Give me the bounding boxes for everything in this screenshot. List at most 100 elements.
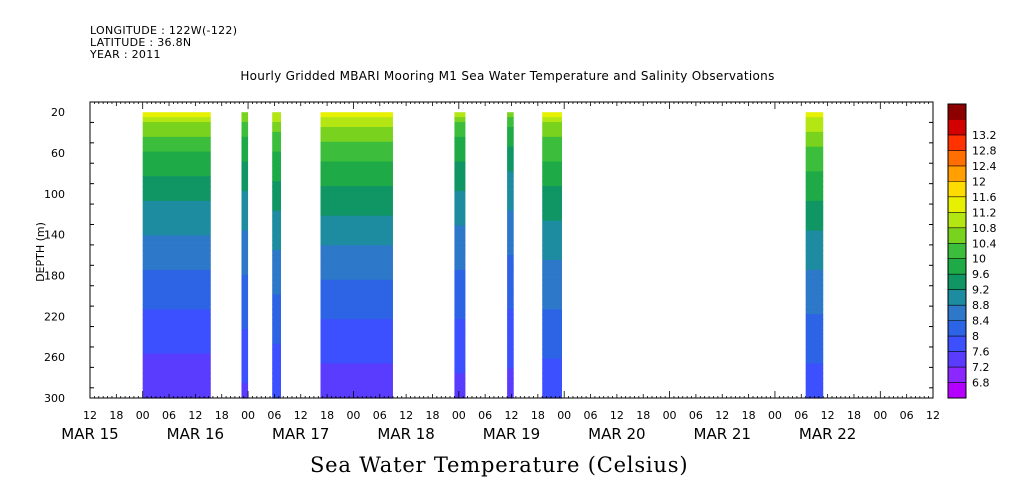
temperature-cell (272, 220, 281, 227)
temperature-cell (320, 314, 393, 320)
temperature-cell (454, 373, 466, 379)
temperature-cell (241, 383, 249, 389)
temperature-cell (272, 146, 281, 153)
y-tick-label: 60 (51, 147, 65, 160)
temperature-cell (241, 314, 249, 320)
x-hour-label: 00 (346, 409, 360, 422)
temperature-cell (320, 186, 393, 192)
temperature-cell (241, 324, 249, 330)
temperature-cell (507, 195, 514, 202)
temperature-cell (142, 245, 211, 251)
temperature-cell (142, 136, 211, 143)
temperature-cell (142, 171, 211, 177)
temperature-cell (272, 136, 281, 143)
temperature-cell (142, 378, 211, 384)
y-tick-label: 260 (44, 351, 65, 364)
temperature-cell (507, 117, 514, 123)
temperature-cell (320, 151, 393, 158)
temperature-cell (507, 146, 514, 153)
temperature-cell (142, 117, 211, 123)
temperature-cell (272, 388, 281, 394)
temperature-cell (320, 299, 393, 305)
temperature-cell (142, 176, 211, 182)
temperature-cell (454, 393, 466, 399)
temperature-cell (805, 205, 824, 212)
x-hour-label: 12 (821, 409, 835, 422)
temperature-cell (272, 255, 281, 261)
temperature-cell (241, 240, 249, 246)
temperature-cell (241, 393, 249, 399)
temperature-cell (454, 215, 466, 222)
temperature-cell (320, 279, 393, 286)
temperature-cell (272, 264, 281, 271)
temperature-cell (454, 329, 466, 335)
temperature-cell (507, 348, 514, 355)
temperature-cell (272, 245, 281, 251)
temperature-cell (805, 240, 824, 246)
temperature-cell (542, 220, 562, 227)
x-axis: 12 18 00 06 12 18 00 06 12 18 00 06 12 18 00 06 12 18 00 06… (61, 102, 940, 443)
temperature-cell (454, 205, 466, 212)
chart-title: Hourly Gridded MBARI Mooring M1 Sea Wate… (240, 69, 775, 83)
temperature-cell (805, 122, 824, 128)
temperature-cell (454, 186, 466, 192)
temperature-cell (272, 205, 281, 212)
temperature-cell (507, 269, 514, 276)
y-tick-label: 300 (44, 392, 65, 405)
temperature-cell (241, 279, 249, 286)
colorbar-swatch (948, 336, 966, 352)
colorbar-label: 10 (972, 253, 986, 266)
temperature-cell (805, 215, 824, 222)
temperature-cell (805, 329, 824, 335)
temperature-cell (320, 319, 393, 325)
temperature-cell (241, 200, 249, 207)
temperature-cell (507, 240, 514, 246)
data-segment (454, 112, 466, 399)
temperature-cell (454, 156, 466, 163)
temperature-cell (805, 161, 824, 168)
temperature-cell (320, 245, 393, 251)
y-tick-label: 100 (44, 188, 65, 201)
colorbar-label: 13.2 (972, 129, 997, 142)
temperature-cell (142, 250, 211, 256)
temperature-cell (542, 176, 562, 182)
temperature-cell (320, 112, 393, 118)
temperature-cell (454, 309, 466, 315)
temperature-cell (272, 368, 281, 374)
temperature-cell (542, 279, 562, 286)
temperature-cell (320, 166, 393, 172)
colorbar-swatch (948, 134, 966, 151)
temperature-cell (507, 353, 514, 360)
temperature-cell (805, 319, 824, 325)
temperature-cell (320, 210, 393, 217)
temperature-cell (542, 161, 562, 168)
x-hour-label: 18 (215, 409, 229, 422)
temperature-cell (454, 141, 466, 148)
temperature-cell (272, 210, 281, 217)
temperature-cell (272, 289, 281, 296)
temperature-cell (142, 368, 211, 374)
x-date-label: MAR 22 (799, 425, 856, 443)
temperature-cell (272, 279, 281, 286)
temperature-cell (507, 210, 514, 217)
temperature-cell (320, 195, 393, 202)
temperature-cell (507, 181, 514, 187)
temperature-cell (454, 304, 466, 310)
temperature-cell (320, 191, 393, 197)
temperature-cell (507, 378, 514, 384)
temperature-cell (142, 181, 211, 187)
temperature-cell (272, 274, 281, 281)
data-segment (507, 112, 514, 399)
colorbar-swatch (948, 196, 966, 213)
temperature-cell (542, 319, 562, 325)
temperature-cell (805, 220, 824, 227)
temperature-cell (272, 171, 281, 177)
temperature-cell (272, 225, 281, 232)
temperature-cell (454, 220, 466, 227)
temperature-cell (507, 279, 514, 286)
x-hour-label: 12 (399, 409, 413, 422)
temperature-cell (454, 200, 466, 207)
temperature-cell (805, 393, 824, 399)
temperature-cell (142, 279, 211, 286)
temperature-cell (805, 250, 824, 256)
